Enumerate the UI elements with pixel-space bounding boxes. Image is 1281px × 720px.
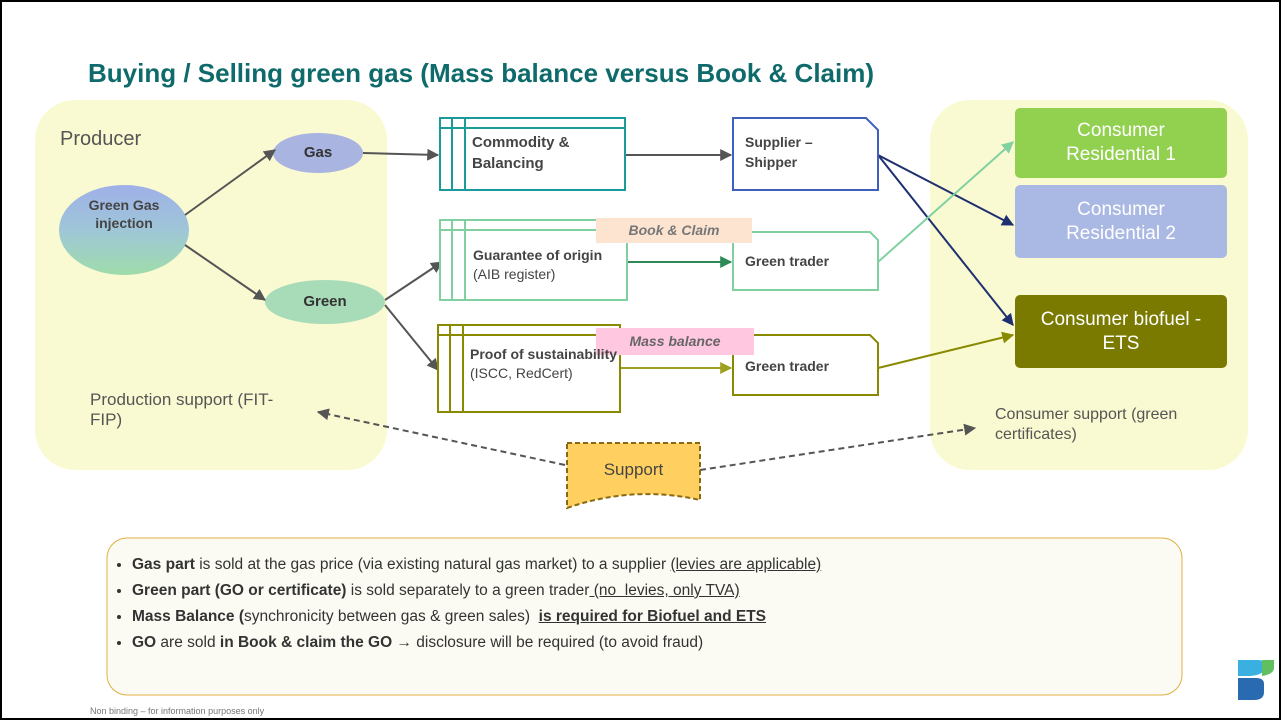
consumer-3-label: Consumer biofuel - ETS <box>1040 308 1202 354</box>
arrows <box>184 141 1015 471</box>
consumer-1 <box>1015 108 1227 178</box>
bullet: Gas part is sold at the gas price (via e… <box>132 556 1170 574</box>
book-claim-tag <box>596 218 752 243</box>
support-label: Support <box>603 460 664 479</box>
guarantee-normal: (AIB register) <box>473 265 556 282</box>
proof-label: Proof of sustainability (ISCC, RedCert) <box>470 345 620 383</box>
producer-label: Producer <box>60 128 142 150</box>
consumer-2-label: Consumer Residential 2 <box>1066 198 1176 244</box>
mass-balance-text: Mass balance <box>629 333 721 349</box>
bullet-box <box>106 537 1183 696</box>
green-trader-1: Green trader <box>745 253 830 269</box>
bullet-text: Green part (GO or certificate) <box>132 582 347 599</box>
green-label: Green <box>303 293 347 310</box>
production-support: Production support (FIT-FIP) <box>90 390 274 430</box>
gas-node <box>273 133 363 173</box>
bullet-text: is sold at the gas price (via existing n… <box>194 556 671 573</box>
green-trader-2: Green trader <box>745 358 830 374</box>
guarantee-bold: Guarantee of origin <box>473 247 603 263</box>
bullet-text: GO <box>132 634 157 651</box>
bullet-list: Gas part is sold at the gas price (via e… <box>110 556 1170 660</box>
gas-label: Gas <box>303 144 333 161</box>
title: Buying / Selling green gas (Mass balance… <box>88 58 875 88</box>
boxes <box>437 117 879 413</box>
support-box <box>566 442 701 510</box>
proof-normal: (ISCC, RedCert) <box>470 364 573 381</box>
guarantee-label: Guarantee of origin (AIB register) <box>473 246 623 284</box>
bullet: GO are sold in Book & claim the GO → dis… <box>132 634 1170 652</box>
commodity-label: Commodity & Balancing <box>472 134 570 172</box>
consumer-support: Consumer support (green certificates) <box>995 406 1178 443</box>
bullet-text: Mass Balance ( <box>132 608 244 625</box>
logo <box>1262 660 1274 676</box>
supplier-label: Supplier – Shipper <box>745 134 813 170</box>
bullet-text: (levies are applicable) <box>670 556 822 573</box>
bullet-text: is sold separately to a green trader <box>346 582 590 599</box>
consumer-1-label: Consumer Residential 1 <box>1066 120 1176 165</box>
injection-node <box>59 185 189 275</box>
bullet-text: is required for Biofuel and ETS <box>538 608 767 625</box>
bullet-text: disclosure will be required (to avoid fr… <box>411 634 704 651</box>
logo <box>1238 678 1264 700</box>
bullet-text: Gas part <box>132 556 195 573</box>
proof-bold: Proof of sustainability <box>470 346 618 362</box>
bullet-text: are sold <box>156 634 220 651</box>
bullet-text: synchronicity between gas & green sales) <box>244 608 539 625</box>
book-claim-text: Book & Claim <box>628 222 720 238</box>
injection-label: Green Gas injection <box>88 197 160 232</box>
consumer-2 <box>1015 185 1227 258</box>
bullet-text: (no levies, only TVA) <box>589 582 740 599</box>
consumer-3 <box>1015 295 1227 368</box>
footer: Non binding – for information purposes o… <box>90 706 265 716</box>
logo <box>1238 660 1266 676</box>
bullet: Mass Balance (synchronicity between gas … <box>132 608 1170 626</box>
green-node <box>265 280 385 324</box>
mass-balance-tag <box>596 328 754 355</box>
bullet-text: in Book & claim the GO → <box>219 634 412 651</box>
bullet: Green part (GO or certificate) is sold s… <box>132 582 1170 600</box>
